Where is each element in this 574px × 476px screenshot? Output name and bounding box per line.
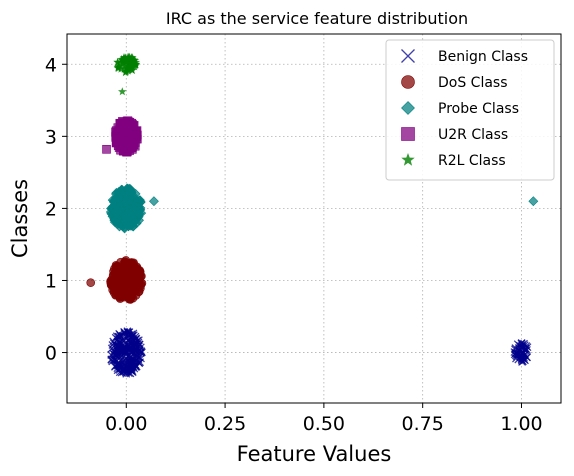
data-point: [517, 339, 526, 348]
data-point: [121, 56, 131, 65]
data-point: [131, 286, 140, 295]
data-point: [116, 332, 125, 341]
data-point: [113, 193, 124, 204]
legend-marker: [401, 127, 415, 141]
data-point: [137, 354, 145, 363]
data-point: [109, 349, 118, 358]
y-tick-label: 2: [45, 198, 57, 220]
data-point: [528, 196, 539, 207]
data-point: [115, 131, 125, 141]
x-tick-label: 0.25: [204, 413, 246, 435]
x-tick-label: 0.00: [105, 413, 147, 435]
data-point: [122, 334, 131, 342]
y-tick-label: 0: [45, 343, 57, 365]
data-point: [115, 352, 124, 360]
data-point: [131, 218, 142, 229]
data-point: [149, 196, 159, 207]
legend-marker: [401, 153, 415, 166]
x-tick-label: 1.00: [500, 413, 542, 435]
legend-label: Benign Class: [438, 49, 528, 65]
data-point: [116, 64, 126, 73]
data-point: [122, 274, 131, 284]
data-point: [130, 202, 141, 212]
data-point: [102, 145, 111, 154]
data-point: [120, 197, 131, 208]
data-point: [128, 65, 137, 75]
data-point: [129, 55, 138, 64]
y-axis-label: Classes: [8, 179, 32, 258]
data-point: [131, 332, 140, 341]
data-point: [125, 345, 134, 354]
data-point: [128, 358, 137, 367]
axis-ticks: 0.00 0.25 0.50 0.75 1.00 0 1 2 3 4: [45, 54, 543, 435]
legend-marker: [401, 49, 415, 63]
data-point: [109, 215, 120, 226]
data-point: [122, 146, 131, 156]
y-tick-label: 4: [45, 54, 57, 76]
plot-area: [66, 33, 562, 404]
data-point: [110, 284, 119, 293]
data-point: [511, 345, 520, 354]
data-point: [122, 357, 131, 366]
data-point: [129, 59, 138, 68]
x-axis-label: Feature Values: [237, 442, 392, 466]
data-point: [113, 264, 123, 274]
legend-item: U2R Class: [401, 127, 508, 143]
data-point: [118, 87, 127, 96]
data-point: [128, 368, 137, 377]
data-point: [125, 328, 134, 337]
data-point: [520, 356, 529, 365]
data-point: [123, 52, 133, 62]
data-point: [111, 333, 120, 342]
series-star: [113, 52, 141, 96]
legend-item: R2L Class: [401, 153, 506, 169]
legend-item: Benign Class: [401, 49, 528, 65]
data-point: [120, 342, 129, 351]
data-point: [131, 126, 141, 136]
y-tick-label: 1: [45, 270, 57, 292]
data-point: [122, 369, 131, 378]
legend-marker: [401, 101, 415, 115]
data-points: [86, 52, 539, 378]
legend: Benign Class DoS Class Probe Class U2R Clas…: [385, 39, 555, 181]
data-point: [119, 64, 129, 73]
y-tick-label: 3: [45, 126, 57, 148]
data-point: [132, 273, 141, 283]
data-point: [112, 341, 121, 350]
data-point: [114, 360, 123, 369]
data-point: [134, 358, 143, 367]
series-circle: [86, 256, 147, 304]
data-point: [113, 63, 123, 72]
data-point: [117, 58, 126, 67]
legend-box: [385, 39, 555, 181]
legend-label: DoS Class: [438, 75, 508, 91]
data-point: [117, 214, 127, 225]
data-point: [121, 120, 130, 129]
data-point: [110, 208, 121, 219]
data-point: [121, 256, 131, 265]
chart-title: IRC as the service feature distribution: [166, 9, 468, 28]
data-point: [116, 142, 125, 151]
data-point: [117, 292, 126, 302]
series-square: [102, 116, 142, 157]
series-x: [107, 327, 532, 378]
data-point: [137, 278, 147, 288]
legend-marker: [401, 75, 415, 89]
legend-item: DoS Class: [401, 75, 508, 91]
legend-label: U2R Class: [438, 127, 508, 143]
legend-label: R2L Class: [438, 153, 506, 169]
legend-item: Probe Class: [401, 101, 519, 117]
x-tick-label: 0.75: [402, 413, 444, 435]
data-point: [518, 340, 526, 349]
data-point: [519, 351, 528, 360]
data-point: [129, 258, 138, 268]
data-point: [123, 66, 133, 75]
data-point: [119, 54, 129, 63]
legend-label: Probe Class: [438, 101, 519, 117]
x-tick-label: 0.50: [303, 413, 345, 435]
series-diamond: [105, 183, 539, 234]
data-point: [86, 278, 96, 287]
data-point: [128, 336, 137, 345]
